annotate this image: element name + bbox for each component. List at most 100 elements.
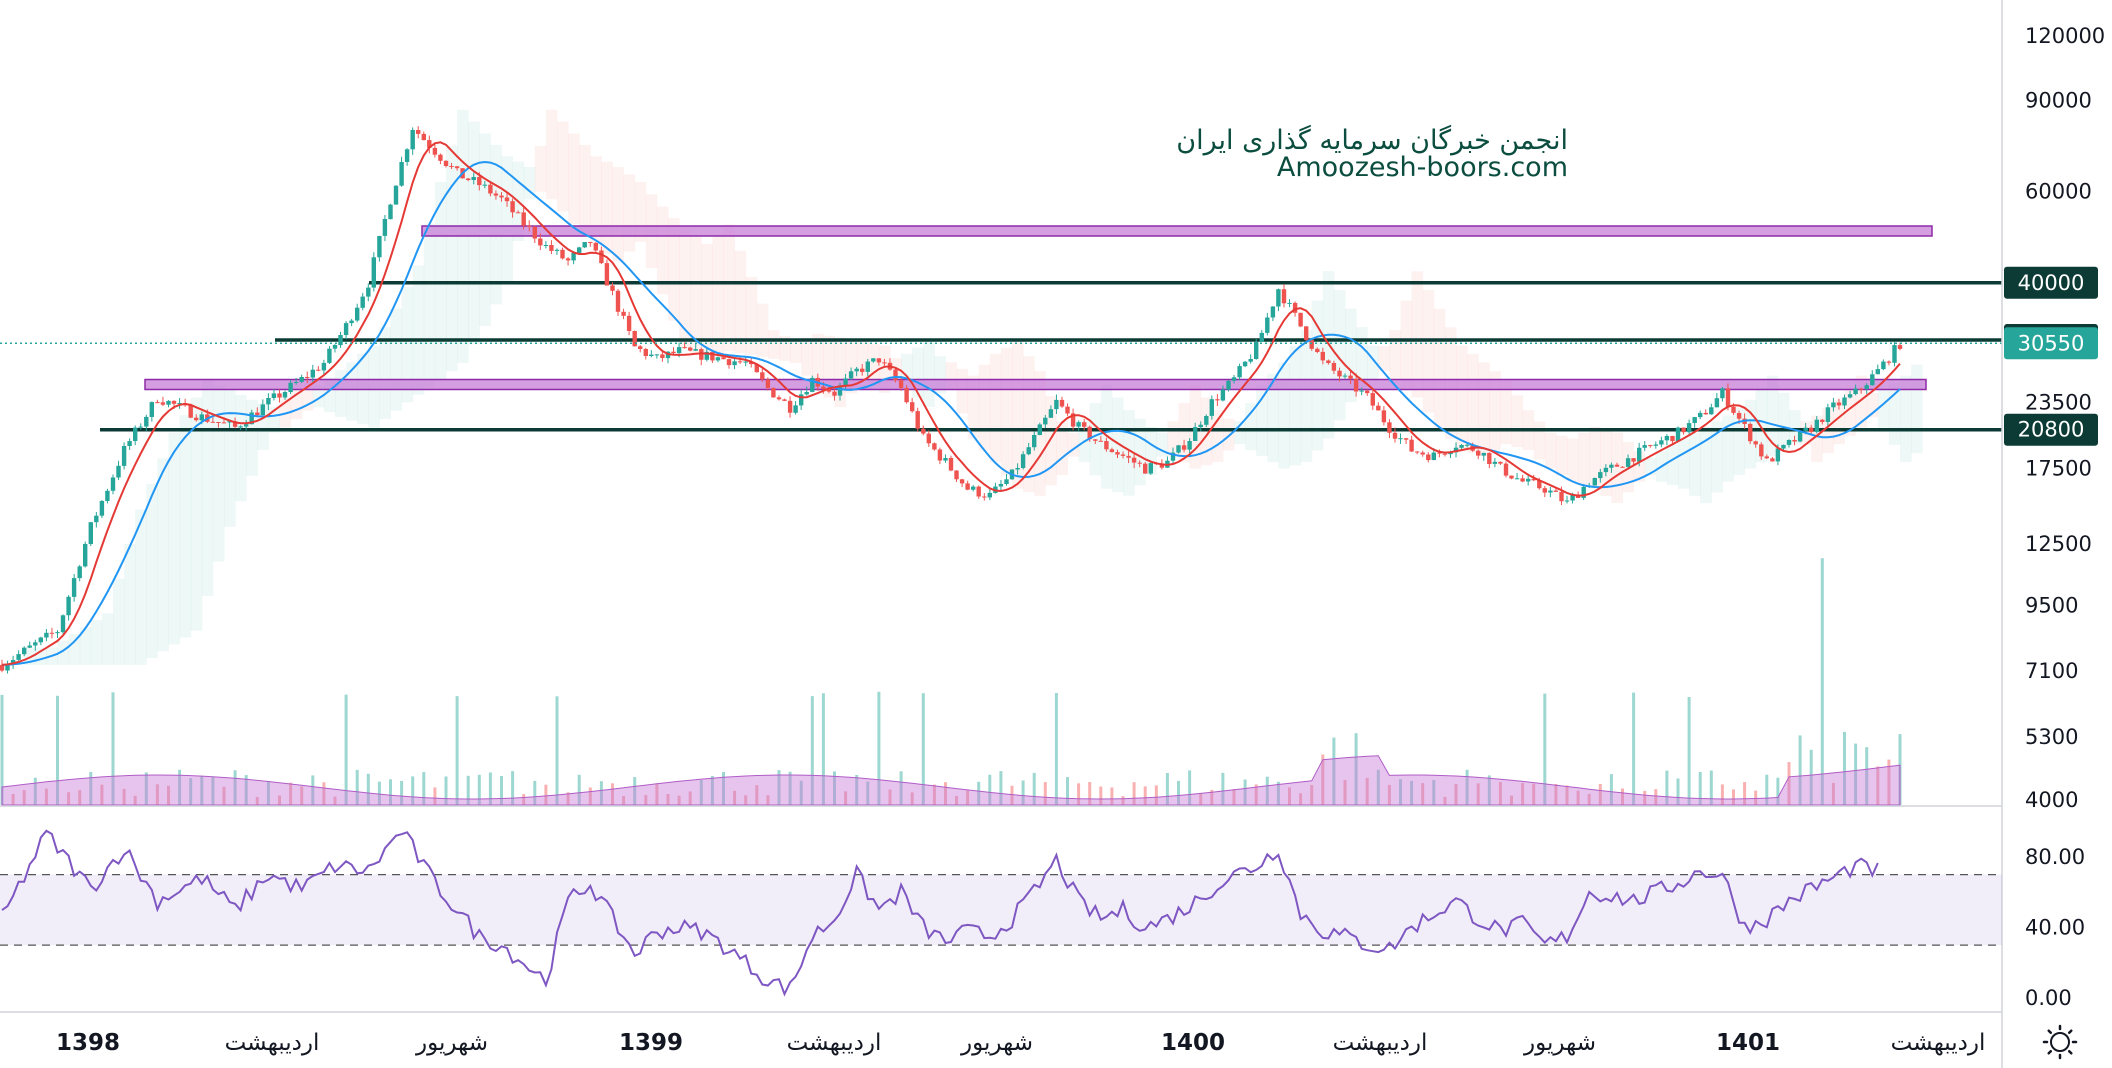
volume-bar bbox=[11, 794, 15, 805]
price-candle bbox=[876, 358, 882, 366]
volume-bar bbox=[477, 774, 481, 805]
volume-bar bbox=[178, 769, 182, 805]
price-candle bbox=[1276, 288, 1281, 312]
time-axis-label: اردیبهشت bbox=[225, 1030, 320, 1056]
price-candle bbox=[1792, 435, 1797, 446]
price-candle bbox=[33, 639, 38, 651]
cloud-segment bbox=[623, 174, 636, 252]
volume-bar bbox=[633, 777, 637, 805]
volume-bar bbox=[688, 791, 692, 805]
time-axis[interactable]: 1398 اردیبهشت شهریور 1399 اردیبهشت شهریور 1400… bbox=[56, 1030, 1985, 1056]
zone-rectangle[interactable] bbox=[421, 225, 1933, 237]
volume-bar bbox=[1299, 793, 1303, 805]
cloud-segment bbox=[90, 620, 103, 665]
price-candle bbox=[865, 358, 870, 377]
volume-bar bbox=[655, 783, 659, 805]
cloud-segment bbox=[190, 397, 203, 631]
volume-bar bbox=[1854, 743, 1858, 805]
rsi-pane[interactable] bbox=[0, 829, 2002, 997]
price-candle bbox=[155, 399, 160, 404]
cloud-segment bbox=[1322, 271, 1335, 439]
volume-bar bbox=[1754, 790, 1758, 805]
volume-bar bbox=[1165, 773, 1169, 805]
cloud-segment bbox=[1067, 433, 1080, 457]
volume-bar bbox=[733, 790, 737, 805]
zone-rectangle[interactable] bbox=[144, 378, 1927, 391]
price-candle bbox=[1337, 367, 1342, 382]
volume-bar bbox=[1188, 770, 1192, 805]
price-candle bbox=[554, 248, 560, 255]
price-axis-tick: 90000 bbox=[2025, 89, 2092, 113]
volume-bar bbox=[821, 693, 825, 805]
cloud-segment bbox=[568, 133, 580, 224]
cloud-segment bbox=[124, 544, 136, 665]
price-candle bbox=[1481, 452, 1486, 461]
price-candle bbox=[1648, 444, 1653, 448]
volume-bar bbox=[566, 792, 570, 805]
price-candle bbox=[1686, 419, 1692, 435]
volume-bar bbox=[1510, 795, 1513, 805]
volume-bar bbox=[677, 795, 681, 805]
price-candle bbox=[799, 389, 804, 410]
cloud-segment bbox=[1456, 345, 1468, 450]
cloud-segment bbox=[1500, 380, 1512, 445]
price-candle bbox=[776, 395, 782, 401]
price-candle bbox=[27, 641, 32, 648]
cloud-segment bbox=[1134, 418, 1146, 486]
price-candle bbox=[1464, 443, 1470, 448]
price-candle bbox=[349, 318, 354, 327]
price-candle bbox=[854, 366, 859, 377]
time-axis-label: شهریور bbox=[1523, 1030, 1596, 1056]
volume-bar bbox=[211, 776, 215, 805]
price-candle bbox=[105, 488, 110, 504]
price-candle bbox=[1265, 312, 1270, 336]
cloud-segment bbox=[756, 303, 769, 357]
price-candle bbox=[1342, 373, 1348, 379]
cloud-segment bbox=[801, 337, 813, 376]
price-candle bbox=[504, 192, 510, 207]
price-candle bbox=[1664, 434, 1670, 446]
price-candle bbox=[1492, 458, 1498, 468]
cloud-segment bbox=[1345, 308, 1357, 403]
volume-bar bbox=[1143, 786, 1147, 805]
price-candle bbox=[1148, 462, 1153, 475]
price-candle bbox=[921, 425, 926, 436]
price-candle bbox=[1847, 390, 1853, 399]
price-candle bbox=[1875, 364, 1880, 375]
settings-gear-icon[interactable] bbox=[2042, 1024, 2078, 1060]
price-badges: 40000310003055020800 bbox=[2004, 266, 2098, 446]
volume-bar bbox=[799, 780, 803, 805]
cloud-segment bbox=[1755, 387, 1768, 463]
volume-bar bbox=[1887, 759, 1891, 805]
volume-bar bbox=[877, 691, 881, 805]
volume-bar bbox=[611, 783, 614, 805]
cloud-segment bbox=[1289, 346, 1302, 466]
volume-bar bbox=[1831, 782, 1835, 805]
price-candle bbox=[1764, 454, 1769, 459]
cloud-segment bbox=[1578, 432, 1590, 486]
volume-bar bbox=[1066, 777, 1069, 805]
price-candle bbox=[560, 247, 565, 260]
price-candle bbox=[94, 512, 99, 528]
volume-bar bbox=[1232, 789, 1236, 805]
price-candle bbox=[282, 390, 288, 400]
svg-text:30550: 30550 bbox=[2018, 331, 2085, 355]
volume-bar bbox=[844, 791, 848, 805]
volume-bar bbox=[1210, 789, 1214, 805]
volume-bar bbox=[1798, 735, 1802, 805]
rsi-axis[interactable]: 80.00 40.00 0.00 bbox=[2025, 845, 2085, 1010]
cloud-segment bbox=[679, 229, 691, 348]
cloud-segment bbox=[557, 121, 569, 212]
price-candle bbox=[1514, 472, 1520, 480]
price-candle bbox=[615, 289, 621, 316]
price-candle bbox=[227, 420, 232, 428]
price-candle bbox=[1415, 451, 1420, 455]
volume-bar bbox=[899, 771, 903, 805]
volume-bar bbox=[522, 794, 526, 805]
cloud-segment bbox=[312, 385, 325, 408]
cloud-segment bbox=[35, 647, 47, 665]
volume-bar bbox=[722, 772, 725, 805]
cloud-segment bbox=[878, 345, 891, 393]
price-candle bbox=[1270, 306, 1276, 322]
